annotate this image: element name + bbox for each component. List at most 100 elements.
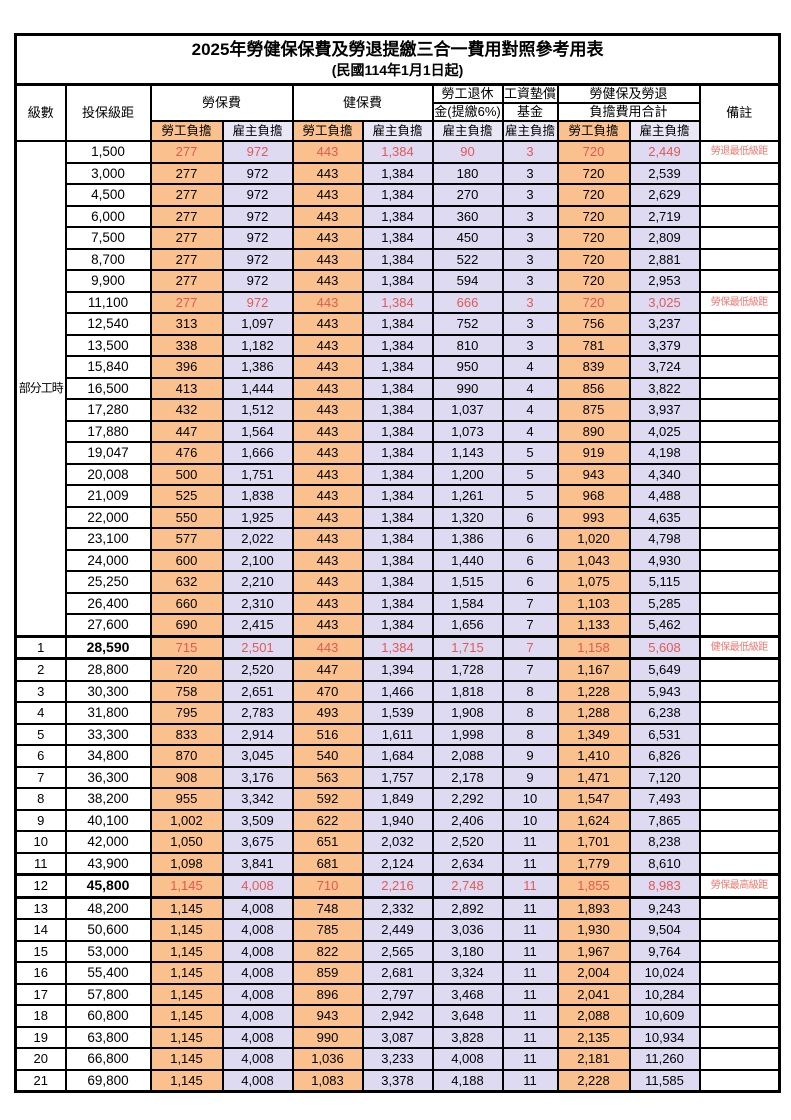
value-cell: 1,182 <box>221 333 294 358</box>
value-cell: 720 <box>556 161 631 186</box>
subheader-labor-employer: 雇主負擔 <box>221 120 294 143</box>
value-cell: 10,284 <box>628 982 701 1007</box>
value-cell: 690 <box>149 613 224 638</box>
value-cell: 10,934 <box>628 1025 701 1050</box>
bracket-cell: 63,800 <box>64 1025 152 1050</box>
value-cell: 450 <box>431 226 504 250</box>
remark-cell: 勞保最高級距 <box>698 873 781 899</box>
value-cell: 396 <box>149 355 224 379</box>
value-cell: 443 <box>291 226 364 250</box>
value-cell: 4 <box>501 355 559 379</box>
fee-comparison-table: 2025年勞健保保費及勞退提繳三合一費用對照參考用表 (民國114年1月1日起)… <box>14 33 782 1094</box>
bracket-cell: 26,400 <box>64 591 152 616</box>
value-cell: 972 <box>221 204 294 229</box>
remark-cell <box>698 247 781 272</box>
value-cell: 443 <box>291 527 364 551</box>
value-cell: 3,036 <box>431 918 504 942</box>
value-cell: 1,838 <box>221 484 294 508</box>
value-cell: 1,849 <box>361 787 434 811</box>
value-cell: 2,651 <box>221 679 294 704</box>
value-cell: 833 <box>149 722 224 747</box>
value-cell: 6,238 <box>628 701 701 725</box>
table-row: 9 40,100 1,002 3,509 622 1,940 2,406 10 1,624 7,8… <box>14 808 781 833</box>
remark-cell <box>698 419 781 444</box>
value-cell: 1,584 <box>431 591 504 616</box>
value-cell: 443 <box>291 548 364 573</box>
value-cell: 1,779 <box>556 851 631 876</box>
remark-cell <box>698 1025 781 1050</box>
value-cell: 1,384 <box>361 226 434 250</box>
value-cell: 2,310 <box>221 591 294 616</box>
value-cell: 11 <box>501 918 559 942</box>
value-cell: 972 <box>221 226 294 250</box>
table-row: 6 34,800 870 3,045 540 1,684 2,088 9 1,410 6,826 <box>14 744 781 768</box>
level-cell: 2 <box>14 657 67 682</box>
value-cell: 10,609 <box>628 1004 701 1028</box>
value-cell: 6,826 <box>628 744 701 768</box>
table-row: 7 36,300 908 3,176 563 1,757 2,178 9 1,471 7,120 <box>14 765 781 790</box>
value-cell: 6,531 <box>628 722 701 747</box>
value-cell: 720 <box>556 269 631 293</box>
value-cell: 2,719 <box>628 204 701 229</box>
value-cell: 277 <box>149 183 224 207</box>
value-cell: 360 <box>431 204 504 229</box>
value-cell: 1,384 <box>361 570 434 594</box>
header-labor-insurance: 勞保費 <box>149 83 294 123</box>
value-cell: 2,634 <box>431 851 504 876</box>
value-cell: 443 <box>291 140 364 164</box>
table-row: 27,600 690 2,415 443 1,384 1,656 7 1,133 5,462 <box>16 613 781 638</box>
value-cell: 522 <box>431 247 504 272</box>
bracket-cell: 34,800 <box>64 744 152 768</box>
value-cell: 720 <box>556 204 631 229</box>
value-cell: 3 <box>501 247 559 272</box>
remark-cell <box>698 982 781 1007</box>
table-row: 4,500 277 972 443 1,384 270 3 720 2,629 <box>16 183 781 207</box>
remark-cell <box>698 701 781 725</box>
value-cell: 5,115 <box>628 570 701 594</box>
value-cell: 3,828 <box>431 1025 504 1050</box>
remark-cell <box>698 918 781 942</box>
value-cell: 720 <box>556 140 631 164</box>
value-cell: 1,384 <box>361 333 434 358</box>
value-cell: 4,008 <box>221 1004 294 1028</box>
value-cell: 919 <box>556 441 631 465</box>
value-cell: 4,488 <box>628 484 701 508</box>
value-cell: 2,135 <box>556 1025 631 1050</box>
table-row: 1 28,590 715 2,501 443 1,384 1,715 7 1,158 5,608 健… <box>14 634 781 661</box>
table-row: 13,500 338 1,182 443 1,384 810 3 781 3,379 <box>16 333 781 358</box>
table-row: 20,008 500 1,751 443 1,384 1,200 5 943 4,340 <box>16 462 781 487</box>
page-subtitle: (民國114年1月1日起) <box>331 61 464 78</box>
table-row: 3 30,300 758 2,651 470 1,466 1,818 8 1,228 5,943 <box>14 679 781 704</box>
value-cell: 594 <box>431 269 504 293</box>
bracket-cell: 21,009 <box>64 484 152 508</box>
header-pension-line1: 勞工退休 <box>431 83 504 105</box>
table-row: 19 63,800 1,145 4,008 990 3,087 3,828 11 2,135 10… <box>14 1025 781 1050</box>
table-row: 5 33,300 833 2,914 516 1,611 1,998 8 1,349 6,531 <box>14 722 781 747</box>
table-row: 3,000 277 972 443 1,384 180 3 720 2,539 <box>16 161 781 186</box>
value-cell: 3 <box>501 204 559 229</box>
bracket-cell: 69,800 <box>64 1068 152 1093</box>
value-cell: 1,893 <box>556 896 631 921</box>
value-cell: 660 <box>149 591 224 616</box>
value-cell: 1,384 <box>361 355 434 379</box>
value-cell: 3 <box>501 333 559 358</box>
bracket-cell: 53,000 <box>64 939 152 964</box>
remark-cell <box>698 613 781 638</box>
value-cell: 1,143 <box>431 441 504 465</box>
value-cell: 1,228 <box>556 679 631 704</box>
title-block: 2025年勞健保保費及勞退提繳三合一費用對照參考用表 (民國114年1月1日起) <box>14 33 781 87</box>
value-cell: 3,648 <box>431 1004 504 1028</box>
remark-cell <box>698 939 781 964</box>
value-cell: 4,008 <box>221 961 294 985</box>
value-cell: 1,320 <box>431 505 504 530</box>
value-cell: 447 <box>149 419 224 444</box>
value-cell: 2,520 <box>431 830 504 854</box>
value-cell: 8,610 <box>628 851 701 876</box>
value-cell: 3,176 <box>221 765 294 790</box>
bracket-cell: 17,880 <box>64 419 152 444</box>
value-cell: 1,384 <box>361 634 434 661</box>
value-cell: 2,088 <box>556 1004 631 1028</box>
remark-cell <box>698 1047 781 1071</box>
remark-cell <box>698 591 781 616</box>
remark-cell <box>698 269 781 293</box>
